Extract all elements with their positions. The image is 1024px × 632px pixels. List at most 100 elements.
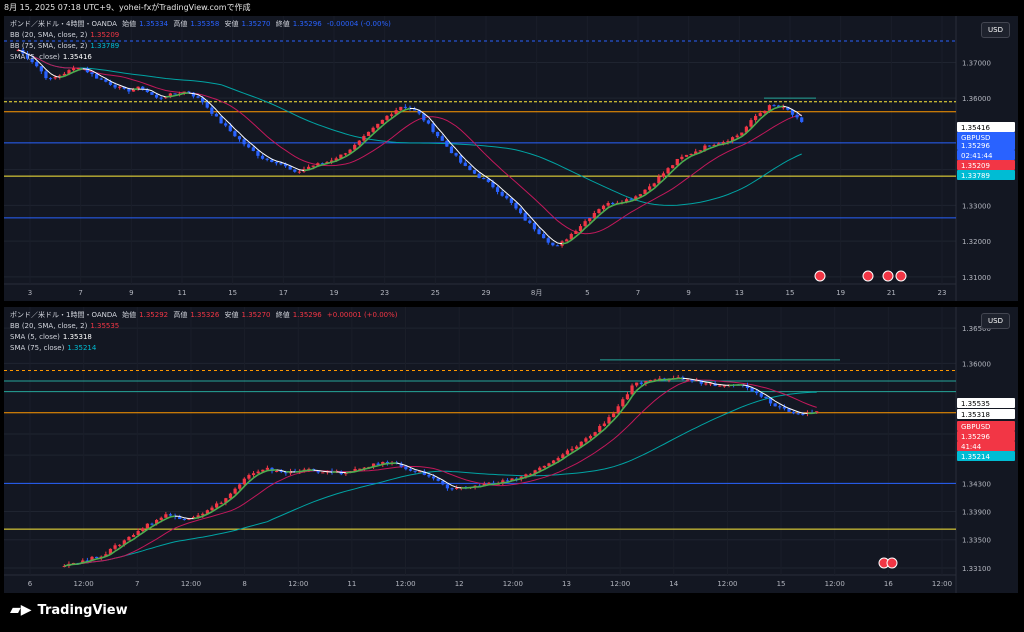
x-tick-label: 19 [836,289,845,297]
sma5-segment [59,75,65,79]
tradingview-logo-icon: ▰▶ [10,602,32,618]
candle-body [690,379,694,381]
candle-body [145,89,149,93]
candle-body [635,382,639,386]
legend-ind1[interactable]: BB (20, SMA, close, 2) [10,322,88,330]
sma5-segment [613,414,619,421]
legend-ind3[interactable]: SMA (5, close) [10,53,60,61]
candle-body [219,116,223,124]
currency-button-4h[interactable]: USD [981,22,1010,38]
legend-ind1[interactable]: BB (20, SMA, close, 2) [10,31,88,39]
x-tick-label: 12:00 [825,580,845,588]
sma5-segment [547,235,554,241]
sma5-segment [364,467,370,470]
sma5-segment [96,72,102,77]
candle-body [422,471,426,475]
candle-body [555,245,560,247]
sma5-segment [160,518,167,523]
sma5-segment [340,155,346,160]
legend-close-label: 終値 [275,20,290,28]
candle-body [412,109,417,111]
sma5-segment [331,160,337,164]
candle-body [546,238,550,243]
sma5-segment [787,106,793,111]
sma5-segment [742,384,748,387]
candle-body [643,189,647,195]
legend-ind2[interactable]: BB (75, SMA, close, 2) [10,42,88,50]
candle-body [256,471,260,474]
candle-body [519,476,523,480]
sma5-segment [128,538,134,543]
sma5-segment [451,485,457,488]
sma5-segment [658,179,664,185]
legend-symbol[interactable]: ポンド／米ドル・4時間・OANDA [10,20,117,28]
sma5-segment [456,486,462,489]
candle-body [131,89,136,92]
candle-body [441,480,445,485]
x-tick-label: 14 [669,580,678,588]
candle-body [224,123,228,126]
y-tick-label: 1.33000 [962,202,991,210]
price-label-box [957,431,1015,441]
sma5-segment [626,200,632,203]
candle-body [455,487,459,489]
sma5-segment [276,160,282,163]
chart-canvas-4h[interactable]: 1.370001.360001.340001.330001.320001.310… [4,16,1018,301]
sma5-segment [206,100,213,106]
candle-body [726,141,730,143]
sma5-segment [395,111,402,116]
candle-body [730,137,735,142]
page-header: 8月 15, 2025 07:18 UTC+9、yohei-fxがTrading… [4,3,251,12]
sma5-segment [257,471,264,476]
chart-canvas-1h[interactable]: 1.365001.360001.350001.347001.343001.339… [4,307,1018,593]
candle-body [422,113,426,121]
legend-ind2[interactable]: SMA (5, close) [10,333,60,341]
legend-symbol[interactable]: ポンド／米ドル・1時間・OANDA [10,311,117,319]
candle-body [583,221,587,227]
chart-pane-4h[interactable]: 1.370001.360001.340001.330001.320001.310… [4,16,1018,301]
candle-body [67,70,71,74]
sma5-segment [557,242,563,245]
sma5-segment [502,481,508,484]
sma5-segment [96,557,102,560]
candle-body [228,493,233,499]
sma5-segment [562,455,568,460]
sma5-segment [73,69,79,73]
candle-body [297,171,302,173]
sma5-segment [686,155,692,160]
chart-pane-1h[interactable]: 1.365001.360001.350001.347001.343001.339… [4,307,1018,593]
sma5-segment [498,481,503,485]
legend-open-label: 始値 [122,311,137,319]
price-label-box [957,421,1015,431]
candle-body [671,165,675,169]
sma5-segment [170,94,176,98]
sma5-segment [220,502,227,507]
sma5-segment [239,485,245,492]
sma5-segment [433,474,439,479]
y-tick-label: 1.34300 [962,480,991,488]
candle-body [588,435,593,439]
y-tick-label: 1.37000 [962,59,991,67]
candle-body [261,469,265,472]
sma5-segment [193,516,199,520]
currency-button-1h[interactable]: USD [981,313,1010,329]
sma5-segment [759,114,766,120]
sma5-segment [446,138,452,145]
price-label-text: 1.35296 [961,433,990,441]
candle-body [366,131,371,136]
candle-body [380,119,384,124]
sma5-segment [382,462,388,466]
footer-brand[interactable]: ▰▶ TradingView [10,602,128,618]
candle-body [815,411,819,414]
legend-ind3[interactable]: SMA (75, close) [10,344,65,352]
legend-change: +0.00001 (+0.00%) [326,311,398,319]
candle-body [242,478,246,485]
x-tick-label: 7 [135,580,139,588]
candle-body [344,472,348,475]
candle-body [376,463,380,465]
candle-body [712,144,716,146]
sma5-segment [478,171,485,176]
sma5-segment [447,482,453,486]
price-label-text: 1.33789 [961,172,990,180]
sma5-segment [428,116,434,123]
